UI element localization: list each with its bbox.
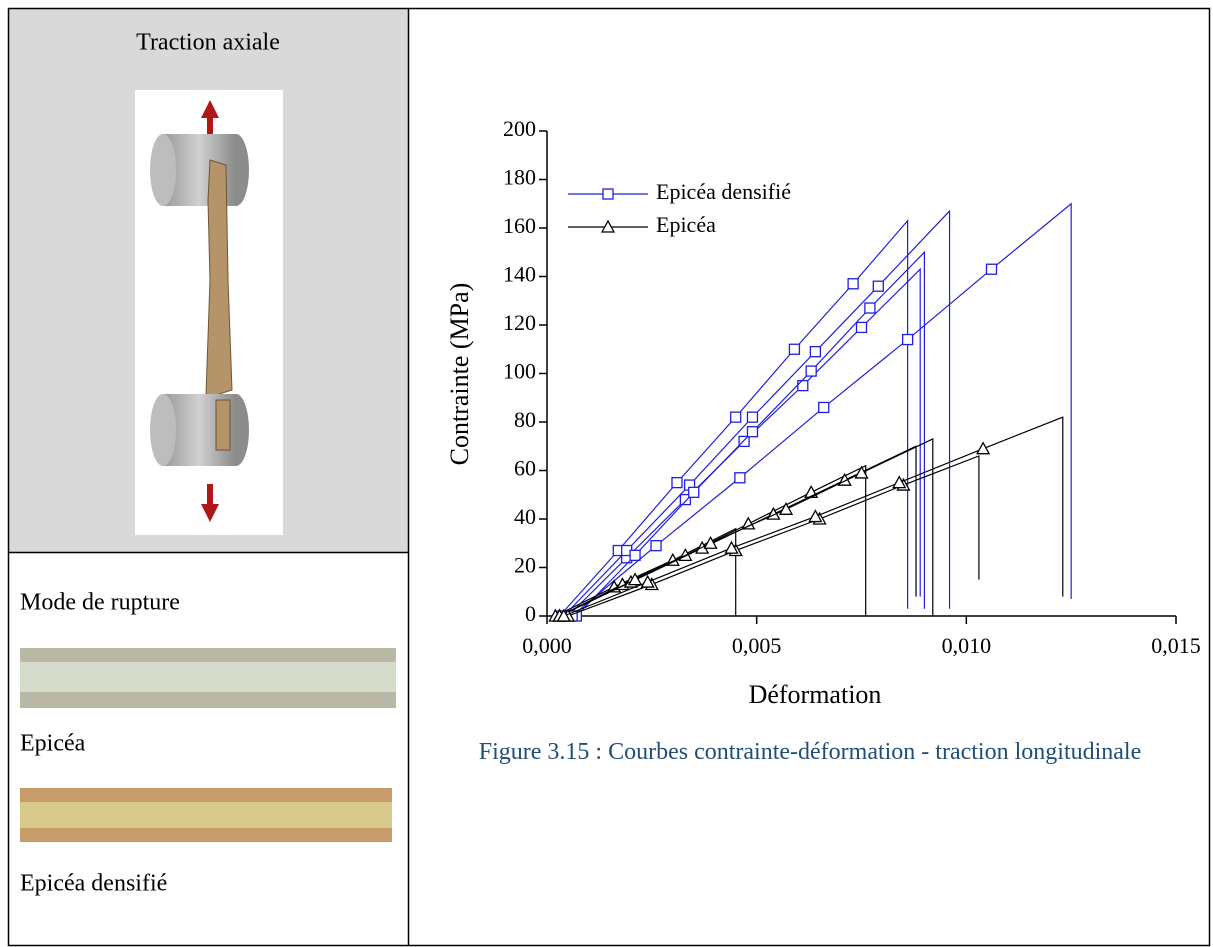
y-tick-label: 0 bbox=[525, 601, 536, 626]
y-tick-label: 40 bbox=[514, 504, 536, 529]
x-axis-label: Déformation bbox=[749, 680, 882, 709]
data-point bbox=[797, 379, 809, 392]
photo1-label: Epicéa bbox=[20, 731, 86, 757]
data-point bbox=[808, 509, 823, 523]
data-point bbox=[629, 549, 641, 562]
data-point bbox=[556, 608, 571, 622]
failure-title: Mode de rupture bbox=[20, 590, 180, 616]
data-point bbox=[730, 411, 742, 423]
data-point bbox=[741, 516, 756, 530]
y-tick-label: 20 bbox=[514, 553, 536, 578]
y-axis-label: Contrainte (MPa) bbox=[445, 283, 474, 466]
data-point bbox=[627, 572, 643, 586]
panel-title: Traction axiale bbox=[136, 30, 280, 56]
data-point bbox=[640, 574, 655, 588]
y-tick-label: 120 bbox=[503, 310, 536, 335]
figure-caption: Figure 3.15 : Courbes contrainte-déforma… bbox=[478, 739, 1142, 765]
y-tick-label: 60 bbox=[514, 456, 536, 481]
y-tick-label: 140 bbox=[503, 262, 536, 287]
curve bbox=[575, 250, 926, 617]
curve bbox=[567, 455, 980, 617]
data-point bbox=[847, 278, 859, 290]
x-tick-label: 0,005 bbox=[732, 633, 782, 658]
data-point bbox=[892, 475, 907, 489]
photo2-label: Epicéa densifié bbox=[20, 871, 167, 897]
legend-marker bbox=[602, 188, 614, 200]
data-point bbox=[746, 411, 759, 423]
chart: Déformation Contrainte (MPa) 0 20 40 60 80 10… bbox=[445, 116, 1201, 709]
curve bbox=[559, 219, 909, 617]
y-tick-label: 200 bbox=[503, 116, 536, 141]
x-tick-label: 0,010 bbox=[942, 633, 992, 658]
data-point bbox=[855, 321, 868, 334]
data-point bbox=[872, 280, 884, 292]
table-border bbox=[7, 7, 1211, 947]
data-point bbox=[703, 535, 718, 549]
data-point bbox=[805, 365, 817, 377]
curve bbox=[563, 209, 951, 617]
y-tick-label: 100 bbox=[503, 359, 536, 384]
curve bbox=[559, 438, 934, 617]
x-tick-label: 0,000 bbox=[522, 633, 572, 658]
data-point bbox=[650, 540, 662, 552]
photo-densified-strip bbox=[20, 802, 392, 828]
data-point bbox=[864, 302, 876, 314]
x-tick-label: 0,015 bbox=[1151, 633, 1201, 658]
data-point bbox=[818, 401, 830, 414]
data-point bbox=[778, 501, 794, 515]
photo-epicea-strip bbox=[20, 662, 396, 692]
y-tick-label: 80 bbox=[514, 407, 536, 432]
data-point bbox=[788, 343, 801, 355]
curve bbox=[571, 202, 1072, 617]
data-point bbox=[976, 441, 991, 455]
curve bbox=[563, 416, 1064, 617]
data-point bbox=[671, 476, 683, 489]
data-point bbox=[809, 346, 822, 358]
data-point bbox=[734, 472, 746, 484]
curve bbox=[567, 267, 921, 617]
data-point bbox=[679, 493, 692, 506]
data-point bbox=[901, 333, 914, 346]
data-point bbox=[688, 486, 700, 498]
y-tick-label: 160 bbox=[503, 213, 536, 238]
legend-label: Epicéa densifié bbox=[656, 179, 791, 204]
specimen-illustration bbox=[135, 90, 283, 535]
data-point bbox=[985, 263, 998, 275]
data-point bbox=[738, 435, 750, 448]
legend-label: Epicéa bbox=[656, 212, 716, 237]
data-point bbox=[854, 465, 869, 479]
y-tick-label: 180 bbox=[503, 165, 536, 190]
legend-marker bbox=[600, 219, 616, 233]
data-point bbox=[746, 426, 759, 438]
data-point bbox=[724, 540, 739, 554]
